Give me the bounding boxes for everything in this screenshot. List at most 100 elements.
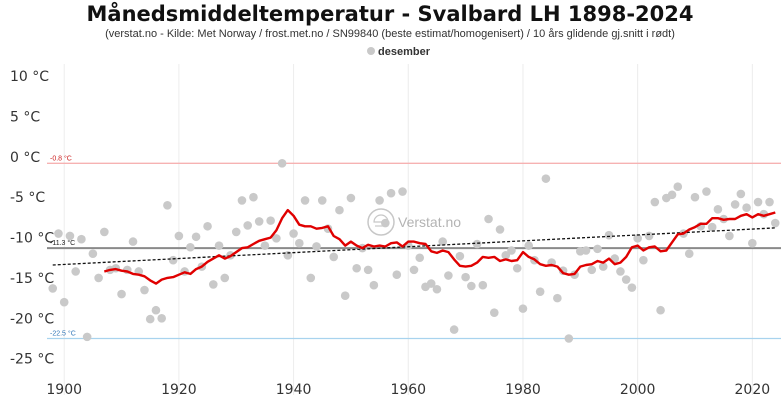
data-point-1930 [231,227,241,237]
data-point-1935 [260,241,270,250]
reference-lines: -0.8 °C -11.3 °C -22.5 °C [47,154,781,340]
y-tick-label: -15 °C [10,271,54,287]
data-point-1910 [117,289,126,299]
data-point-1979 [512,263,522,273]
weather-station-logo-icon [367,208,395,236]
y-tick-label: 10 °C [10,69,49,85]
data-point-2014 [713,205,723,214]
y-tick-label: 0 °C [10,150,40,166]
data-point-1974 [484,214,493,224]
reference-label-mean: -11.3 °C [50,239,75,247]
data-point-2009 [684,249,694,259]
data-point-1968 [449,325,459,334]
data-point-1936 [266,216,275,225]
x-tick-label: 1980 [505,382,541,398]
x-tick-label: 1900 [46,382,82,398]
data-points [48,159,780,343]
data-point-1938 [277,159,287,168]
data-point-2000 [633,234,642,243]
data-point-1901 [65,231,75,241]
data-point-1962 [415,253,425,263]
watermark-text: Verstat.no [398,214,461,230]
data-point-1980 [518,304,528,313]
data-point-1914 [140,285,149,295]
data-point-1958 [392,270,402,280]
data-point-1994 [598,262,608,271]
moving-average-line [103,208,776,285]
data-point-1902 [71,267,80,276]
data-point-2007 [673,182,683,192]
data-point-1969 [455,251,465,261]
reference-label-min: -22.5 °C [50,329,76,337]
data-point-1951 [352,263,361,273]
data-point-1961 [409,265,419,275]
data-point-1932 [243,221,253,230]
data-point-2023 [765,197,774,207]
data-point-1945 [317,196,327,205]
y-tick-label: -20 °C [10,311,54,327]
data-point-1922 [186,242,195,252]
data-point-1905 [88,249,98,259]
data-point-1915 [145,314,155,324]
data-point-1947 [329,252,339,262]
data-point-1903 [77,234,86,244]
y-tick-label: -10 °C [10,231,54,247]
data-point-1916 [151,305,161,315]
x-tick-label: 1920 [161,382,197,398]
data-point-1923 [191,232,201,242]
data-point-1926 [208,280,218,289]
data-point-1977 [501,251,511,260]
x-axis: 1900 1920 1940 1960 1980 2000 2020 [46,382,770,398]
data-point-2020 [748,238,757,248]
data-point-1988 [564,334,574,343]
x-tick-label: 2020 [735,382,771,398]
data-point-2024 [770,218,780,228]
data-point-1967 [444,271,453,280]
data-point-2010 [690,192,700,202]
data-point-2003 [650,197,660,207]
data-point-2019 [742,203,751,213]
data-point-1933 [249,192,258,202]
data-point-1970 [461,272,470,282]
legend[interactable]: desember [367,46,431,58]
data-point-2006 [667,190,677,200]
data-point-1957 [386,188,396,198]
data-point-2013 [707,222,717,232]
data-point-1965 [432,284,442,294]
data-point-1992 [587,265,597,275]
reference-label-max: -0.8 °C [50,154,72,162]
moving-average [103,208,776,285]
data-point-1981 [524,241,533,250]
data-point-2016 [725,231,734,241]
data-point-1999 [627,283,637,292]
data-point-2021 [753,197,763,207]
data-point-1984 [541,174,551,183]
data-point-1940 [289,229,298,238]
data-point-1927 [214,241,224,250]
y-tick-label: 5 °C [10,109,40,125]
data-point-1953 [363,265,373,275]
legend-marker-desember [367,47,375,55]
data-point-1954 [369,280,379,290]
data-point-1949 [340,291,350,301]
data-point-1942 [300,196,310,205]
data-point-1907 [100,227,109,237]
data-point-1986 [553,293,562,303]
data-point-1931 [237,196,247,205]
data-point-1991 [581,246,591,255]
data-point-1950 [346,193,356,203]
data-point-1918 [163,200,172,210]
data-point-1971 [467,281,476,291]
data-point-1917 [157,314,166,323]
data-point-1937 [272,234,281,243]
data-point-2018 [736,189,746,199]
data-point-1972 [472,239,482,249]
data-point-1997 [616,267,625,276]
chart-title: Månedsmiddeltemperatur - Svalbard LH 189… [87,1,694,26]
data-point-1944 [312,242,321,251]
data-point-1964 [426,279,436,288]
x-tick-label: 1960 [390,382,426,398]
data-point-1955 [375,196,384,205]
data-point-1912 [128,237,138,246]
